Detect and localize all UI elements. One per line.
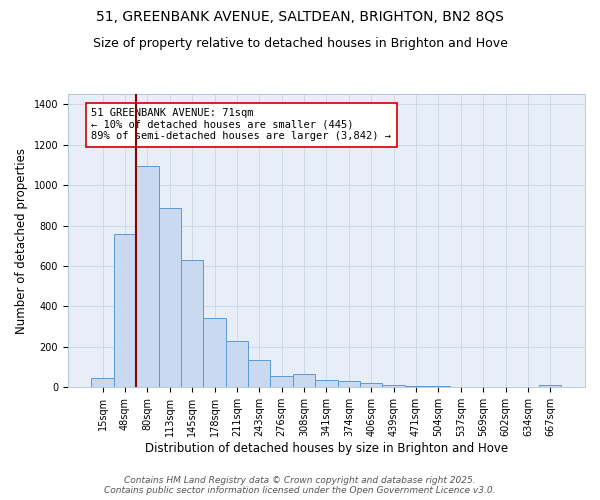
Y-axis label: Number of detached properties: Number of detached properties xyxy=(15,148,28,334)
Bar xyxy=(293,374,315,388)
Bar xyxy=(248,360,271,388)
Bar xyxy=(271,376,293,388)
Text: 51 GREENBANK AVENUE: 71sqm
← 10% of detached houses are smaller (445)
89% of sem: 51 GREENBANK AVENUE: 71sqm ← 10% of deta… xyxy=(91,108,391,142)
Bar xyxy=(427,386,449,388)
Bar xyxy=(338,382,360,388)
X-axis label: Distribution of detached houses by size in Brighton and Hove: Distribution of detached houses by size … xyxy=(145,442,508,455)
Text: Contains HM Land Registry data © Crown copyright and database right 2025.
Contai: Contains HM Land Registry data © Crown c… xyxy=(104,476,496,495)
Bar xyxy=(158,208,181,388)
Bar xyxy=(181,260,203,388)
Bar xyxy=(382,386,405,388)
Bar xyxy=(360,384,382,388)
Bar xyxy=(226,341,248,388)
Text: 51, GREENBANK AVENUE, SALTDEAN, BRIGHTON, BN2 8QS: 51, GREENBANK AVENUE, SALTDEAN, BRIGHTON… xyxy=(96,10,504,24)
Text: Size of property relative to detached houses in Brighton and Hove: Size of property relative to detached ho… xyxy=(92,38,508,51)
Bar xyxy=(114,234,136,388)
Bar xyxy=(539,386,562,388)
Bar xyxy=(203,318,226,388)
Bar xyxy=(405,386,427,388)
Bar xyxy=(315,380,338,388)
Bar xyxy=(91,378,114,388)
Bar xyxy=(136,166,158,388)
